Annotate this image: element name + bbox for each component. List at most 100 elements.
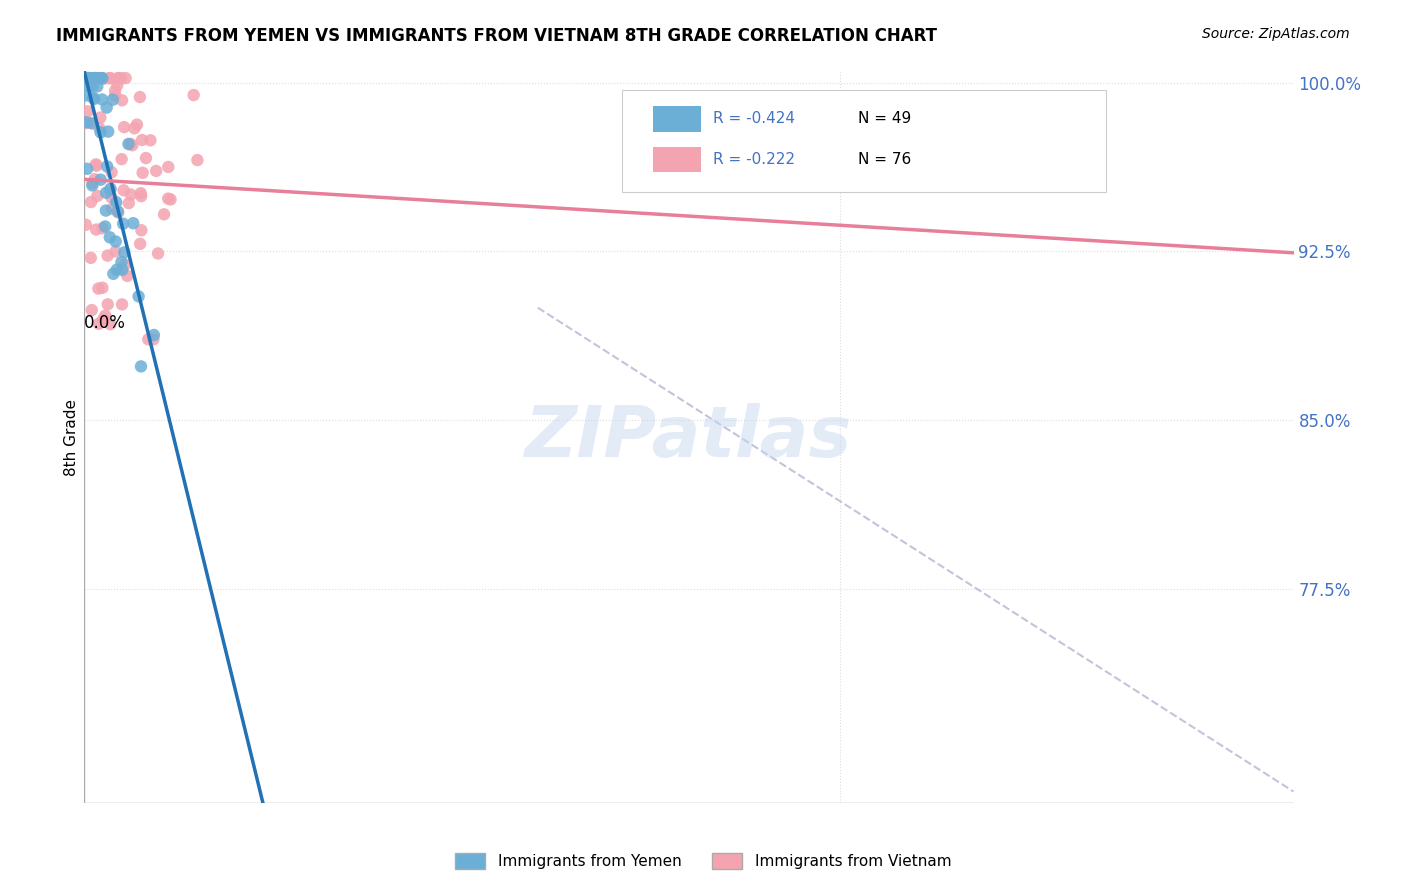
Point (104, 88, 127, 103)
Point (79, 71, 101, 86)
Point (131, 166, 153, 180)
Point (76, 71, 98, 86)
Point (91, 281, 114, 295)
Point (142, 332, 165, 346)
Point (86, 79, 108, 94)
Point (112, 120, 135, 135)
Point (86, 159, 108, 173)
Point (183, 88, 205, 103)
Point (120, 136, 142, 151)
Point (129, 90, 152, 104)
Point (100, 71, 122, 86)
Point (100, 182, 122, 196)
Point (110, 152, 132, 166)
Point (101, 202, 124, 216)
Point (94, 219, 117, 234)
Point (131, 223, 153, 237)
Point (129, 189, 152, 203)
Point (117, 268, 139, 283)
Point (91, 221, 114, 235)
Point (112, 245, 135, 260)
Point (100, 190, 122, 204)
Point (75, 218, 97, 232)
Text: IMMIGRANTS FROM YEMEN VS IMMIGRANTS FROM VIETNAM 8TH GRADE CORRELATION CHART: IMMIGRANTS FROM YEMEN VS IMMIGRANTS FROM… (56, 27, 938, 45)
Point (96, 101, 118, 115)
Point (93, 71, 115, 86)
Point (111, 93, 134, 107)
Point (110, 71, 132, 86)
Point (84, 71, 107, 86)
Point (83, 92, 105, 106)
Point (79, 78, 101, 93)
Point (121, 138, 143, 153)
Point (135, 151, 157, 165)
Point (114, 258, 136, 272)
Point (110, 255, 132, 269)
Point (75, 71, 97, 86)
Point (105, 262, 128, 277)
Bar (652, 106, 702, 132)
Point (186, 153, 208, 167)
Point (153, 207, 176, 221)
Point (98, 71, 121, 86)
Point (146, 246, 169, 260)
Point (97, 249, 120, 263)
Point (75, 71, 97, 86)
Point (89, 111, 111, 125)
Point (76, 104, 98, 119)
Point (75, 71, 97, 86)
Point (91, 93, 114, 107)
Point (122, 216, 145, 230)
Point (77, 116, 100, 130)
Point (128, 289, 150, 303)
Text: 0.0%: 0.0% (84, 314, 127, 332)
Point (84, 71, 107, 86)
Text: N = 76: N = 76 (858, 152, 911, 167)
Point (157, 160, 180, 174)
Point (124, 121, 146, 136)
Point (89, 121, 111, 136)
Point (82, 79, 104, 94)
Point (120, 187, 142, 202)
Point (89, 71, 111, 86)
Point (105, 78, 128, 92)
Point (117, 136, 139, 151)
Point (142, 328, 165, 343)
Point (97, 125, 120, 139)
Point (82, 91, 104, 105)
Point (104, 84, 127, 98)
Point (104, 235, 127, 249)
Point (100, 165, 122, 179)
Point (111, 297, 134, 311)
Point (82, 178, 104, 193)
Point (87, 317, 110, 331)
Point (75, 116, 97, 130)
Point (145, 164, 167, 178)
Text: N = 49: N = 49 (858, 112, 911, 127)
Point (104, 244, 127, 259)
Point (98, 183, 121, 197)
Point (80, 194, 103, 209)
Point (100, 317, 122, 331)
Point (91, 312, 114, 326)
Point (80, 251, 103, 265)
Point (136, 332, 159, 346)
Point (129, 186, 152, 201)
Point (96, 186, 118, 200)
Point (98, 230, 121, 244)
Point (94, 309, 117, 323)
Point (107, 71, 129, 86)
Point (86, 71, 108, 86)
Point (114, 71, 136, 86)
Point (105, 195, 128, 210)
Point (80, 303, 103, 318)
Point (76, 161, 98, 176)
Text: R = -0.222: R = -0.222 (713, 152, 810, 167)
Point (90, 71, 112, 86)
Point (91, 71, 114, 86)
Point (129, 359, 152, 374)
Point (77, 71, 100, 86)
Point (159, 193, 181, 207)
Text: ZIPatlas: ZIPatlas (526, 402, 852, 472)
FancyBboxPatch shape (623, 90, 1107, 192)
